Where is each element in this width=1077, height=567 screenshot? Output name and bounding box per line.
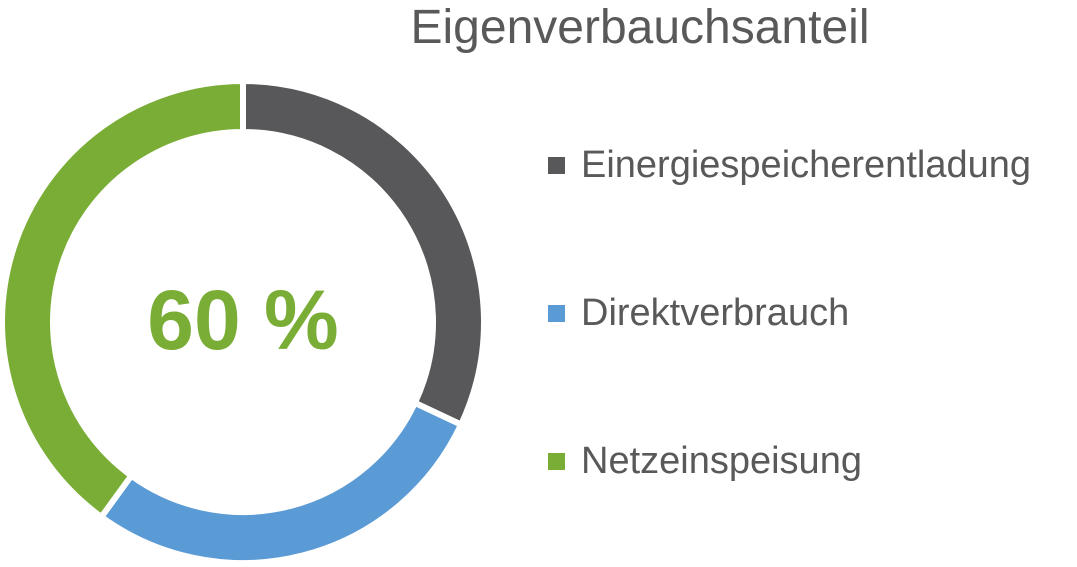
donut-slice-netzeinspeisung	[0, 77, 246, 522]
legend-swatch	[548, 304, 565, 322]
donut-slice-direktverbrauch	[97, 398, 466, 566]
donut-slice-einergiespeicherentladung	[240, 77, 487, 429]
legend-item-direktverbrauch: Direktverbrauch	[548, 281, 1031, 345]
legend-label: Direktverbrauch	[581, 291, 850, 334]
center-percentage-label: 60 %	[147, 273, 339, 367]
donut-slices	[0, 77, 487, 566]
chart-title: Eigenverbauchsanteil	[410, 1, 870, 54]
legend-swatch	[548, 156, 565, 174]
legend-label: Netzeinspeisung	[581, 439, 862, 482]
legend: Einergiespeicherentladung Direktverbrauc…	[548, 133, 1031, 493]
legend-swatch	[548, 452, 565, 470]
legend-item-einergiespeicherentladung: Einergiespeicherentladung	[548, 133, 1031, 197]
legend-item-netzeinspeisung: Netzeinspeisung	[548, 429, 1031, 493]
legend-label: Einergiespeicherentladung	[581, 143, 1031, 186]
